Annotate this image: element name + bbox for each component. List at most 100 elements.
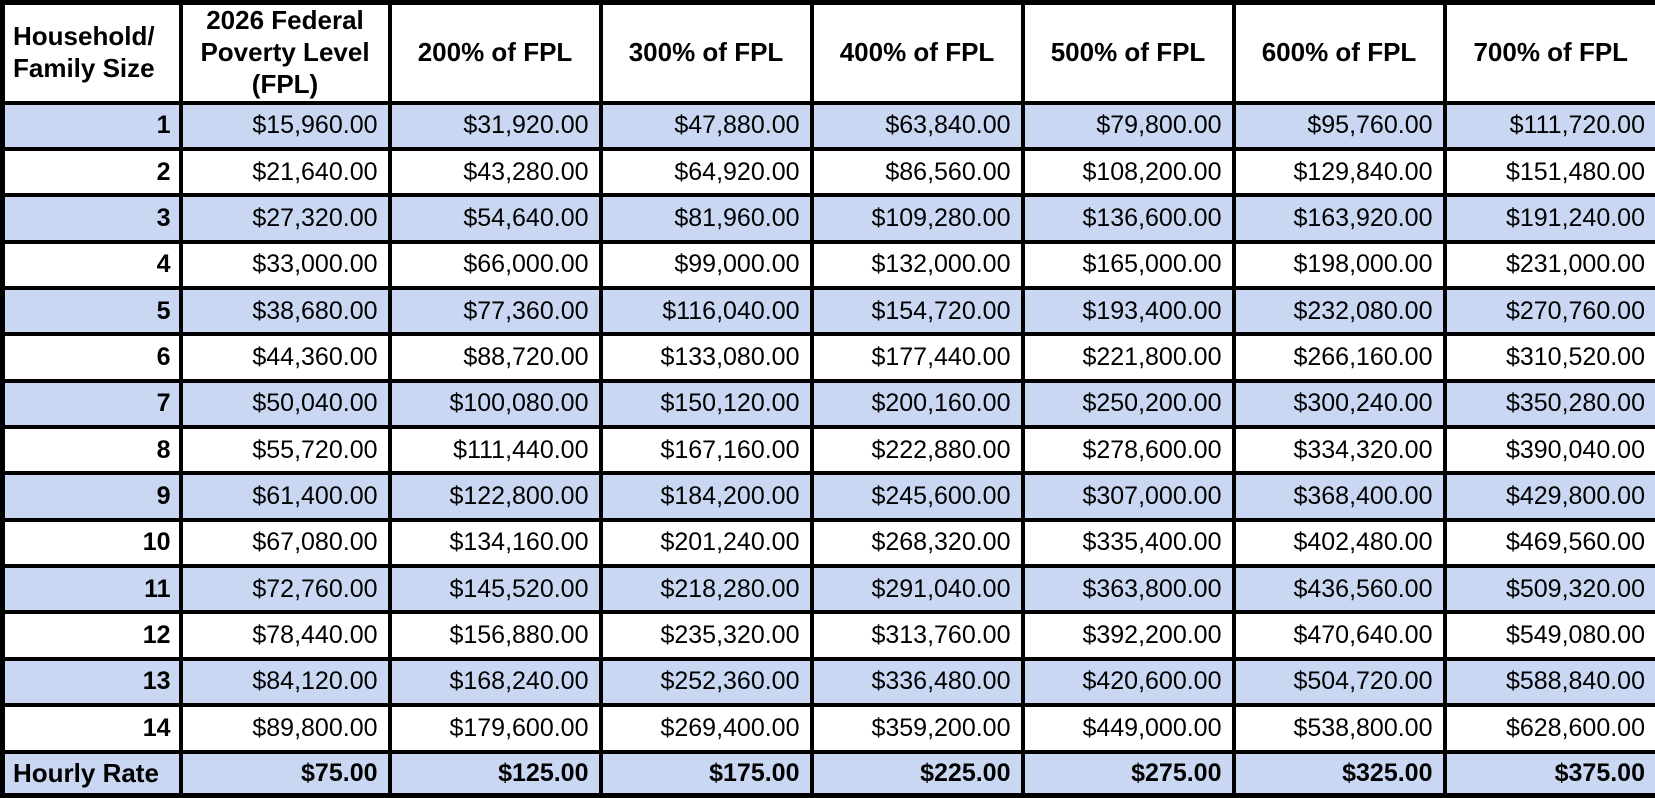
amount-cell-fpl-400pct: $63,840.00 [809, 100, 1025, 151]
hourly-rate-cell-fpl-600pct: $325.00 [1231, 749, 1447, 798]
amount-cell-fpl-300pct: $235,320.00 [598, 610, 814, 661]
amount-cell-fpl-400pct: $222,880.00 [809, 424, 1025, 476]
household-size-cell: 2 [0, 146, 183, 198]
column-header-fpl-700pct: 700% of FPL [1442, 0, 1655, 105]
amount-cell-fpl-2026: $15,960.00 [178, 100, 392, 151]
amount-cell-fpl-500pct: $420,600.00 [1020, 656, 1236, 707]
amount-cell-fpl-500pct: $363,800.00 [1020, 563, 1236, 615]
amount-cell-fpl-700pct: $310,520.00 [1442, 332, 1655, 383]
amount-cell-fpl-500pct: $165,000.00 [1020, 239, 1236, 290]
amount-cell-fpl-2026: $21,640.00 [178, 146, 392, 198]
household-size-cell: 1 [0, 100, 183, 151]
amount-cell-fpl-600pct: $232,080.00 [1231, 285, 1447, 337]
column-header-household-family-size: Household/ Family Size [0, 0, 183, 105]
table-row-size-14: 14 $89,800.00 $179,600.00 $269,400.00 $359,2… [0, 702, 1655, 754]
table-row-size-2: 2 $21,640.00 $43,280.00 $64,920.00 $86,560.0… [0, 146, 1655, 198]
amount-cell-fpl-700pct: $350,280.00 [1442, 378, 1655, 429]
column-header-fpl-600pct: 600% of FPL [1231, 0, 1447, 105]
amount-cell-fpl-500pct: $250,200.00 [1020, 378, 1236, 429]
amount-cell-fpl-2026: $72,760.00 [178, 563, 392, 615]
table-row-size-7: 7 $50,040.00 $100,080.00 $150,120.00 $200,16… [0, 378, 1655, 429]
amount-cell-fpl-200pct: $179,600.00 [387, 702, 603, 754]
amount-cell-fpl-400pct: $109,280.00 [809, 193, 1025, 244]
amount-cell-fpl-200pct: $134,160.00 [387, 517, 603, 568]
hourly-rate-cell-fpl-2026: $75.00 [178, 749, 392, 798]
amount-cell-fpl-200pct: $100,080.00 [387, 378, 603, 429]
amount-cell-fpl-300pct: $47,880.00 [598, 100, 814, 151]
amount-cell-fpl-700pct: $191,240.00 [1442, 193, 1655, 244]
amount-cell-fpl-600pct: $538,800.00 [1231, 702, 1447, 754]
amount-cell-fpl-600pct: $163,920.00 [1231, 193, 1447, 244]
table-row-size-1: 1 $15,960.00 $31,920.00 $47,880.00 $63,840.0… [0, 100, 1655, 151]
amount-cell-fpl-2026: $27,320.00 [178, 193, 392, 244]
amount-cell-fpl-200pct: $168,240.00 [387, 656, 603, 707]
amount-cell-fpl-700pct: $390,040.00 [1442, 424, 1655, 476]
hourly-rate-row: Hourly Rate $75.00 $125.00 $175.00 $225.00 $2… [0, 749, 1655, 798]
column-header-fpl-500pct: 500% of FPL [1020, 0, 1236, 105]
hourly-rate-label: Hourly Rate [0, 749, 183, 798]
table-row-size-10: 10 $67,080.00 $134,160.00 $201,240.00 $268,3… [0, 517, 1655, 568]
household-size-cell: 8 [0, 424, 183, 476]
table-header-row: Household/ Family Size 2026 Federal Pover… [0, 0, 1655, 105]
column-header-fpl-2026: 2026 Federal Poverty Level (FPL) [178, 0, 392, 105]
amount-cell-fpl-700pct: $270,760.00 [1442, 285, 1655, 337]
amount-cell-fpl-300pct: $218,280.00 [598, 563, 814, 615]
household-size-cell: 5 [0, 285, 183, 337]
amount-cell-fpl-300pct: $167,160.00 [598, 424, 814, 476]
household-size-cell: 14 [0, 702, 183, 754]
table-row-size-5: 5 $38,680.00 $77,360.00 $116,040.00 $154,720… [0, 285, 1655, 337]
amount-cell-fpl-300pct: $64,920.00 [598, 146, 814, 198]
amount-cell-fpl-600pct: $129,840.00 [1231, 146, 1447, 198]
amount-cell-fpl-300pct: $184,200.00 [598, 471, 814, 522]
amount-cell-fpl-300pct: $116,040.00 [598, 285, 814, 337]
amount-cell-fpl-600pct: $470,640.00 [1231, 610, 1447, 661]
amount-cell-fpl-200pct: $77,360.00 [387, 285, 603, 337]
hourly-rate-cell-fpl-200pct: $125.00 [387, 749, 603, 798]
amount-cell-fpl-200pct: $54,640.00 [387, 193, 603, 244]
amount-cell-fpl-500pct: $136,600.00 [1020, 193, 1236, 244]
amount-cell-fpl-400pct: $132,000.00 [809, 239, 1025, 290]
amount-cell-fpl-300pct: $99,000.00 [598, 239, 814, 290]
table-row-size-4: 4 $33,000.00 $66,000.00 $99,000.00 $132,000.… [0, 239, 1655, 290]
amount-cell-fpl-300pct: $150,120.00 [598, 378, 814, 429]
household-size-cell: 3 [0, 193, 183, 244]
household-size-cell: 9 [0, 471, 183, 522]
household-size-cell: 4 [0, 239, 183, 290]
amount-cell-fpl-600pct: $334,320.00 [1231, 424, 1447, 476]
amount-cell-fpl-700pct: $549,080.00 [1442, 610, 1655, 661]
amount-cell-fpl-2026: $44,360.00 [178, 332, 392, 383]
amount-cell-fpl-200pct: $145,520.00 [387, 563, 603, 615]
amount-cell-fpl-2026: $50,040.00 [178, 378, 392, 429]
amount-cell-fpl-300pct: $252,360.00 [598, 656, 814, 707]
amount-cell-fpl-2026: $89,800.00 [178, 702, 392, 754]
amount-cell-fpl-500pct: $278,600.00 [1020, 424, 1236, 476]
amount-cell-fpl-400pct: $268,320.00 [809, 517, 1025, 568]
amount-cell-fpl-600pct: $300,240.00 [1231, 378, 1447, 429]
column-header-fpl-400pct: 400% of FPL [809, 0, 1025, 105]
amount-cell-fpl-2026: $78,440.00 [178, 610, 392, 661]
amount-cell-fpl-600pct: $95,760.00 [1231, 100, 1447, 151]
amount-cell-fpl-2026: $55,720.00 [178, 424, 392, 476]
amount-cell-fpl-700pct: $111,720.00 [1442, 100, 1655, 151]
amount-cell-fpl-300pct: $133,080.00 [598, 332, 814, 383]
amount-cell-fpl-400pct: $86,560.00 [809, 146, 1025, 198]
amount-cell-fpl-200pct: $31,920.00 [387, 100, 603, 151]
amount-cell-fpl-600pct: $402,480.00 [1231, 517, 1447, 568]
amount-cell-fpl-400pct: $291,040.00 [809, 563, 1025, 615]
table-row-size-3: 3 $27,320.00 $54,640.00 $81,960.00 $109,280.… [0, 193, 1655, 244]
amount-cell-fpl-400pct: $154,720.00 [809, 285, 1025, 337]
amount-cell-fpl-500pct: $221,800.00 [1020, 332, 1236, 383]
amount-cell-fpl-400pct: $313,760.00 [809, 610, 1025, 661]
column-header-fpl-200pct: 200% of FPL [387, 0, 603, 105]
table-row-size-13: 13 $84,120.00 $168,240.00 $252,360.00 $336,4… [0, 656, 1655, 707]
amount-cell-fpl-600pct: $436,560.00 [1231, 563, 1447, 615]
amount-cell-fpl-600pct: $198,000.00 [1231, 239, 1447, 290]
table-row-size-6: 6 $44,360.00 $88,720.00 $133,080.00 $177,440… [0, 332, 1655, 383]
hourly-rate-cell-fpl-500pct: $275.00 [1020, 749, 1236, 798]
amount-cell-fpl-2026: $61,400.00 [178, 471, 392, 522]
amount-cell-fpl-400pct: $336,480.00 [809, 656, 1025, 707]
amount-cell-fpl-500pct: $79,800.00 [1020, 100, 1236, 151]
amount-cell-fpl-200pct: $43,280.00 [387, 146, 603, 198]
amount-cell-fpl-500pct: $108,200.00 [1020, 146, 1236, 198]
household-size-cell: 10 [0, 517, 183, 568]
